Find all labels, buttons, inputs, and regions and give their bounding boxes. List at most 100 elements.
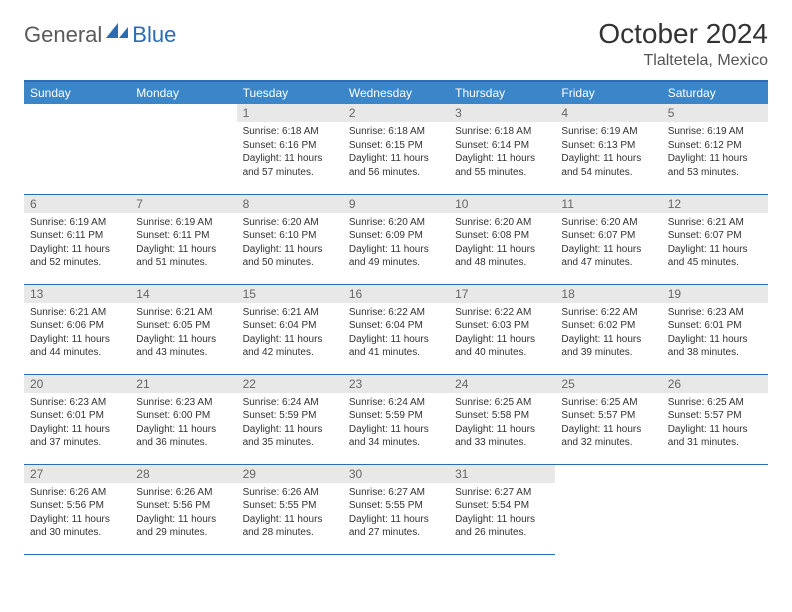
- sunrise-text: Sunrise: 6:27 AM: [349, 486, 443, 500]
- calendar-cell: 7Sunrise: 6:19 AMSunset: 6:11 PMDaylight…: [130, 194, 236, 284]
- day-number: 9: [343, 195, 449, 213]
- calendar-cell: 13Sunrise: 6:21 AMSunset: 6:06 PMDayligh…: [24, 284, 130, 374]
- day-content: Sunrise: 6:23 AMSunset: 6:00 PMDaylight:…: [130, 393, 236, 453]
- sunset-text: Sunset: 6:02 PM: [561, 319, 655, 333]
- sunrise-text: Sunrise: 6:26 AM: [136, 486, 230, 500]
- day-content: Sunrise: 6:20 AMSunset: 6:07 PMDaylight:…: [555, 213, 661, 273]
- sunset-text: Sunset: 6:06 PM: [30, 319, 124, 333]
- sunset-text: Sunset: 5:59 PM: [243, 409, 337, 423]
- day-number: 29: [237, 465, 343, 483]
- day-number-empty: [662, 465, 768, 483]
- daylight-text: Daylight: 11 hours and 36 minutes.: [136, 423, 230, 450]
- day-content: Sunrise: 6:19 AMSunset: 6:11 PMDaylight:…: [130, 213, 236, 273]
- calendar-cell: 23Sunrise: 6:24 AMSunset: 5:59 PMDayligh…: [343, 374, 449, 464]
- calendar-cell: [555, 464, 661, 554]
- day-content: Sunrise: 6:26 AMSunset: 5:56 PMDaylight:…: [24, 483, 130, 543]
- daylight-text: Daylight: 11 hours and 41 minutes.: [349, 333, 443, 360]
- day-number: 21: [130, 375, 236, 393]
- weekday-header: Tuesday: [237, 81, 343, 104]
- daylight-text: Daylight: 11 hours and 31 minutes.: [668, 423, 762, 450]
- day-content: Sunrise: 6:23 AMSunset: 6:01 PMDaylight:…: [662, 303, 768, 363]
- day-content: Sunrise: 6:26 AMSunset: 5:56 PMDaylight:…: [130, 483, 236, 543]
- daylight-text: Daylight: 11 hours and 29 minutes.: [136, 513, 230, 540]
- sunset-text: Sunset: 5:55 PM: [349, 499, 443, 513]
- day-content: Sunrise: 6:25 AMSunset: 5:57 PMDaylight:…: [555, 393, 661, 453]
- day-number: 31: [449, 465, 555, 483]
- calendar-cell: 5Sunrise: 6:19 AMSunset: 6:12 PMDaylight…: [662, 104, 768, 194]
- sunset-text: Sunset: 6:15 PM: [349, 139, 443, 153]
- logo-text-blue: Blue: [132, 22, 176, 48]
- daylight-text: Daylight: 11 hours and 53 minutes.: [668, 152, 762, 179]
- weekday-header: Monday: [130, 81, 236, 104]
- day-number: 20: [24, 375, 130, 393]
- sunrise-text: Sunrise: 6:19 AM: [136, 216, 230, 230]
- sunset-text: Sunset: 6:12 PM: [668, 139, 762, 153]
- calendar-cell: 1Sunrise: 6:18 AMSunset: 6:16 PMDaylight…: [237, 104, 343, 194]
- sunrise-text: Sunrise: 6:20 AM: [243, 216, 337, 230]
- day-content: Sunrise: 6:21 AMSunset: 6:07 PMDaylight:…: [662, 213, 768, 273]
- day-number: 1: [237, 104, 343, 122]
- sunset-text: Sunset: 5:54 PM: [455, 499, 549, 513]
- daylight-text: Daylight: 11 hours and 30 minutes.: [30, 513, 124, 540]
- day-number: 25: [555, 375, 661, 393]
- calendar-cell: 25Sunrise: 6:25 AMSunset: 5:57 PMDayligh…: [555, 374, 661, 464]
- weekday-header: Thursday: [449, 81, 555, 104]
- daylight-text: Daylight: 11 hours and 56 minutes.: [349, 152, 443, 179]
- calendar-cell: 29Sunrise: 6:26 AMSunset: 5:55 PMDayligh…: [237, 464, 343, 554]
- day-number: 24: [449, 375, 555, 393]
- day-number: 15: [237, 285, 343, 303]
- sunrise-text: Sunrise: 6:20 AM: [349, 216, 443, 230]
- daylight-text: Daylight: 11 hours and 52 minutes.: [30, 243, 124, 270]
- calendar-cell: 2Sunrise: 6:18 AMSunset: 6:15 PMDaylight…: [343, 104, 449, 194]
- location-label: Tlaltetela, Mexico: [598, 52, 768, 70]
- sunrise-text: Sunrise: 6:21 AM: [668, 216, 762, 230]
- daylight-text: Daylight: 11 hours and 54 minutes.: [561, 152, 655, 179]
- calendar-row: 1Sunrise: 6:18 AMSunset: 6:16 PMDaylight…: [24, 104, 768, 194]
- calendar-cell: 10Sunrise: 6:20 AMSunset: 6:08 PMDayligh…: [449, 194, 555, 284]
- calendar-cell: 8Sunrise: 6:20 AMSunset: 6:10 PMDaylight…: [237, 194, 343, 284]
- sunrise-text: Sunrise: 6:25 AM: [561, 396, 655, 410]
- sunrise-text: Sunrise: 6:22 AM: [561, 306, 655, 320]
- sunset-text: Sunset: 6:04 PM: [349, 319, 443, 333]
- calendar-cell: [662, 464, 768, 554]
- daylight-text: Daylight: 11 hours and 27 minutes.: [349, 513, 443, 540]
- day-content: Sunrise: 6:18 AMSunset: 6:16 PMDaylight:…: [237, 122, 343, 182]
- daylight-text: Daylight: 11 hours and 34 minutes.: [349, 423, 443, 450]
- weekday-header: Friday: [555, 81, 661, 104]
- calendar-cell: 26Sunrise: 6:25 AMSunset: 5:57 PMDayligh…: [662, 374, 768, 464]
- daylight-text: Daylight: 11 hours and 51 minutes.: [136, 243, 230, 270]
- logo-text-general: General: [24, 22, 102, 48]
- daylight-text: Daylight: 11 hours and 42 minutes.: [243, 333, 337, 360]
- day-number: 12: [662, 195, 768, 213]
- daylight-text: Daylight: 11 hours and 48 minutes.: [455, 243, 549, 270]
- sunset-text: Sunset: 5:55 PM: [243, 499, 337, 513]
- daylight-text: Daylight: 11 hours and 57 minutes.: [243, 152, 337, 179]
- daylight-text: Daylight: 11 hours and 43 minutes.: [136, 333, 230, 360]
- calendar-row: 6Sunrise: 6:19 AMSunset: 6:11 PMDaylight…: [24, 194, 768, 284]
- logo-sail-icon: [106, 23, 130, 41]
- day-content: Sunrise: 6:22 AMSunset: 6:02 PMDaylight:…: [555, 303, 661, 363]
- sunrise-text: Sunrise: 6:25 AM: [668, 396, 762, 410]
- day-content: Sunrise: 6:18 AMSunset: 6:14 PMDaylight:…: [449, 122, 555, 182]
- sunrise-text: Sunrise: 6:20 AM: [561, 216, 655, 230]
- sunrise-text: Sunrise: 6:27 AM: [455, 486, 549, 500]
- day-number-empty: [130, 104, 236, 122]
- sunset-text: Sunset: 6:07 PM: [668, 229, 762, 243]
- sunset-text: Sunset: 6:08 PM: [455, 229, 549, 243]
- day-number: 6: [24, 195, 130, 213]
- sunrise-text: Sunrise: 6:22 AM: [349, 306, 443, 320]
- day-content: Sunrise: 6:25 AMSunset: 5:58 PMDaylight:…: [449, 393, 555, 453]
- calendar-cell: 20Sunrise: 6:23 AMSunset: 6:01 PMDayligh…: [24, 374, 130, 464]
- calendar-cell: 18Sunrise: 6:22 AMSunset: 6:02 PMDayligh…: [555, 284, 661, 374]
- day-number: 26: [662, 375, 768, 393]
- month-title: October 2024: [598, 18, 768, 50]
- day-number: 10: [449, 195, 555, 213]
- calendar-cell: 12Sunrise: 6:21 AMSunset: 6:07 PMDayligh…: [662, 194, 768, 284]
- sunset-text: Sunset: 6:01 PM: [668, 319, 762, 333]
- sunset-text: Sunset: 6:07 PM: [561, 229, 655, 243]
- sunset-text: Sunset: 6:13 PM: [561, 139, 655, 153]
- sunrise-text: Sunrise: 6:19 AM: [668, 125, 762, 139]
- calendar-cell: 15Sunrise: 6:21 AMSunset: 6:04 PMDayligh…: [237, 284, 343, 374]
- day-number: 8: [237, 195, 343, 213]
- sunset-text: Sunset: 6:09 PM: [349, 229, 443, 243]
